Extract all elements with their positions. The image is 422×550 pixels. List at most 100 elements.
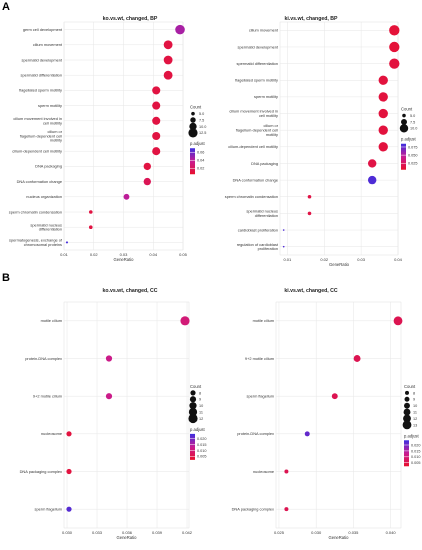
y-tick-label-line: cilium or [48, 129, 63, 134]
panel-letter-a: A [2, 1, 10, 13]
color-legend-label: 0.020 [411, 443, 421, 447]
panel-letter-b: B [2, 272, 10, 284]
size-legend-label: 5.0 [410, 114, 415, 118]
y-tick-label-line: DNA packaging complex [20, 469, 62, 474]
y-tick-label: sperm flagellum [247, 393, 274, 398]
data-point [378, 108, 388, 119]
y-tick-label-line: germ cell development [23, 27, 63, 32]
color-legend-label: 0.015 [197, 443, 207, 447]
color-legend-bar [190, 433, 195, 460]
y-tick-label-line: nucleosome [253, 469, 274, 474]
data-point [163, 55, 173, 65]
data-point [378, 75, 388, 85]
x-tick-label: 0.03 [357, 257, 366, 262]
y-tick-label-line: spermatid development [22, 57, 63, 62]
x-tick-label: 0.039 [152, 530, 163, 535]
y-tick-label: spermatogenesis, exchange of chromosomal … [9, 238, 63, 247]
x-axis-label: GeneRatio [328, 535, 349, 540]
data-point [105, 393, 113, 400]
size-legend-dot [189, 396, 197, 403]
size-legend-label: 13 [413, 423, 417, 427]
x-axis-label: GeneRatio [113, 257, 134, 262]
size-legend-dot [401, 118, 407, 125]
data-point [367, 159, 377, 168]
y-tick-label-line: protein-DNA complex [237, 431, 274, 436]
data-point [105, 355, 113, 362]
color-legend-title: p.adjust [190, 427, 206, 432]
y-tick-label: cilium movement involved in cell motility [13, 116, 62, 125]
data-point [163, 70, 173, 80]
y-tick-label-line: cell motility [43, 120, 62, 125]
data-point [152, 86, 161, 95]
y-tick-label-line: spermatid differentiation [21, 73, 62, 78]
data-point [389, 58, 400, 69]
y-tick-label-line: proliferation [258, 246, 278, 251]
x-tick-label: 0.025 [274, 530, 285, 535]
y-tick-label: flagellated sperm motility [235, 78, 278, 83]
data-point [66, 431, 72, 437]
y-tick-label: cilium-dependent cell motility [12, 149, 62, 154]
y-tick-label-line: sperm flagellum [247, 393, 274, 398]
y-tick-label: DNA conformation change [17, 179, 62, 184]
data-point [331, 393, 338, 400]
y-tick-label-line: flagellated sperm motility [19, 88, 62, 93]
y-tick-label-line: nucleus organization [26, 194, 62, 199]
y-tick-label: cilium or flagellum-dependent cell motilit… [20, 129, 63, 143]
color-legend-label: 0.04 [197, 159, 204, 163]
y-tick-label-line: DNA packaging [251, 161, 278, 166]
color-legend-bar [404, 440, 409, 467]
y-tick-label: cilium movement involved in cell motility [229, 109, 278, 118]
y-tick-label-line: 9+2 motile cilium [245, 356, 274, 361]
plot-area [279, 21, 399, 256]
y-tick-label: protein-DNA complex [25, 356, 62, 361]
y-tick-label: cilium-dependent cell motility [228, 144, 278, 149]
size-legend-label: 12 [413, 417, 417, 421]
y-tick-label: cardioblast proliferation [238, 227, 278, 232]
size-legend-label: 12 [199, 417, 203, 421]
plot-area [275, 301, 402, 529]
y-tick-label: DNA packaging complex [232, 506, 274, 511]
data-point [284, 469, 289, 474]
y-tick-label-line: differentiation [39, 227, 62, 232]
size-legend-label: 10.0 [410, 127, 417, 131]
y-tick-label: spermatid development [238, 44, 279, 49]
y-tick-label: cilium movement [33, 42, 63, 47]
y-tick-label-line: spermatid nucleus [30, 222, 62, 227]
y-tick-label-line: nucleosome [41, 431, 62, 436]
y-tick-label-line: DNA packaging complex [232, 506, 274, 511]
x-tick-label: 0.030 [311, 530, 322, 535]
data-point [284, 507, 289, 512]
x-tick-label: 0.042 [182, 530, 193, 535]
chart-ki-bp: ki.vs.wt, changed, BP 0.01 0.02 0.03 0.04 Gen… [225, 16, 418, 267]
y-tick-label-line: spermatid differentiation [237, 61, 278, 66]
y-tick-label-line: sperm motility [254, 94, 278, 99]
chart-title: ko.vs.wt, changed, BP [103, 16, 158, 22]
y-tick-label-line: spermatid nucleus [246, 208, 278, 213]
x-tick-label: 0.05 [179, 252, 188, 257]
y-tick-label-line: cilium-dependent cell motility [228, 144, 278, 149]
chart-title: ki.vs.wt, changed, BP [284, 16, 338, 22]
data-point [88, 210, 93, 214]
size-legend-dot [402, 113, 406, 118]
y-tick-label-line: motile cilium [41, 318, 62, 323]
data-point [389, 41, 400, 53]
data-point [152, 147, 161, 156]
plot-area [63, 301, 190, 529]
x-tick-label: 0.04 [394, 257, 403, 262]
y-tick-label: DNA conformation change [233, 177, 278, 182]
color-legend-label: 0.005 [411, 461, 421, 465]
color-legend-title: p.adjust [190, 141, 206, 146]
data-point [378, 125, 388, 135]
data-point [66, 468, 72, 475]
size-legend-label: 7.5 [410, 120, 415, 124]
y-tick-label-line: cilium movement involved in [229, 109, 278, 114]
color-legend-label: 0.025 [408, 162, 418, 166]
y-tick-label: cilium movement [249, 28, 279, 33]
y-tick-label: sperm flagellum [35, 506, 62, 511]
data-point [66, 506, 72, 512]
size-legend-dot [191, 111, 195, 116]
data-point [393, 316, 403, 326]
y-tick-label-line: cilium movement [33, 42, 63, 47]
x-tick-label: 0.033 [92, 530, 103, 535]
color-legend-bar [190, 148, 195, 175]
